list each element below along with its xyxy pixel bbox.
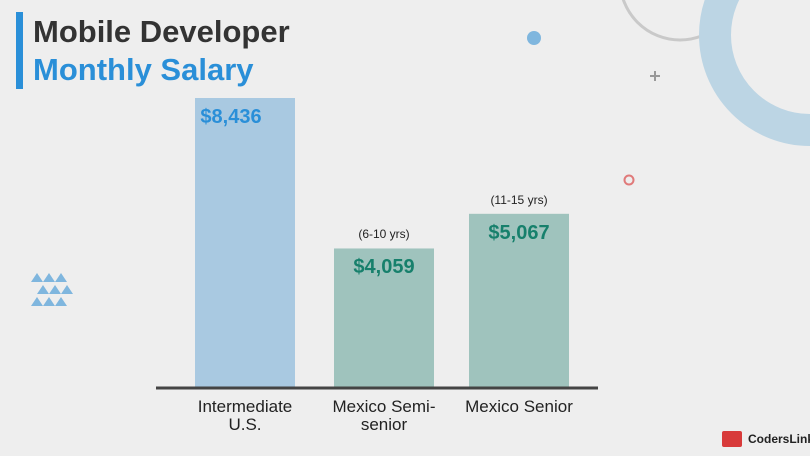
x-tick-label: Mexico Senior: [465, 397, 573, 416]
brand-name: CodersLink: [748, 432, 810, 446]
chart-title: Mobile Developer: [33, 14, 290, 49]
decor-dot: [623, 174, 635, 186]
value-label: $4,059: [353, 256, 415, 279]
value-label: $8,436: [200, 106, 262, 128]
decor-triangles: [31, 273, 73, 306]
x-tick-label: Intermediate U.S.: [197, 397, 293, 434]
decor-dot: [527, 31, 541, 45]
bar: [195, 98, 295, 388]
chart-subtitle: Monthly Salary: [33, 52, 254, 87]
decor-circle: [621, 0, 739, 42]
bar: [469, 213, 569, 388]
annotation: (6-10 yrs): [358, 227, 410, 242]
value-label: $5,067: [488, 221, 550, 244]
decor-ring: [699, 0, 810, 146]
annotation: (11-15 yrs): [490, 192, 548, 207]
bar: [334, 248, 434, 388]
decor-plus: [650, 71, 660, 81]
brand-logo: [722, 431, 742, 447]
x-tick-label: Mexico Semi-senior: [332, 397, 436, 434]
title-accent: [16, 12, 23, 89]
